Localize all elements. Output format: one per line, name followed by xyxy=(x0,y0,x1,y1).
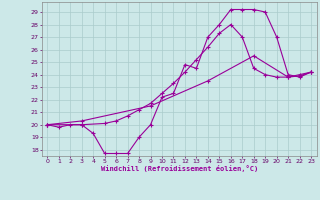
X-axis label: Windchill (Refroidissement éolien,°C): Windchill (Refroidissement éolien,°C) xyxy=(100,165,258,172)
